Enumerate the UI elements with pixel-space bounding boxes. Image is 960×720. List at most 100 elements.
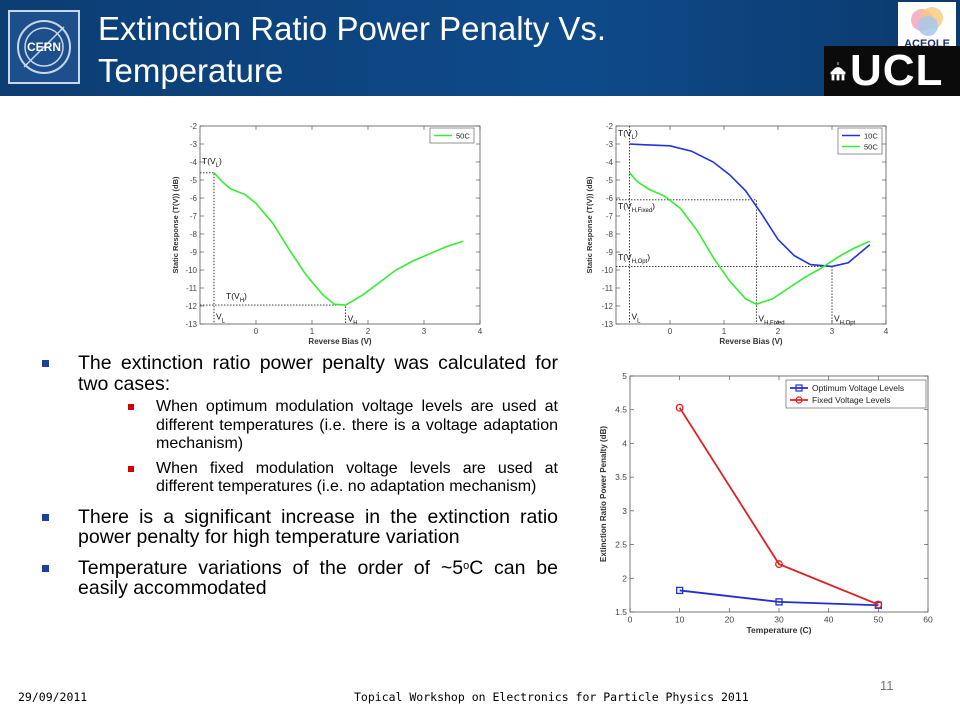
annotation-label: T(VH,Fixed) — [618, 201, 655, 214]
y-tick-label: -13 — [185, 320, 197, 329]
y-axis-label: Extinction Ratio Power Penalty (dB) — [599, 426, 608, 562]
annotation-part: ) — [647, 252, 650, 262]
plot-area — [615, 125, 887, 325]
static-response-10c-50c-chart: -2 -3 -4 -5 -6 -7 -8 -9 -10 -11 -12 -13 0 1 2 3 4 Reverse… — [585, 122, 889, 346]
page-title: Extinction Ratio Power Penalty Vs. Tempe… — [98, 8, 838, 92]
power-penalty-vs-temperature-chart: 1.522.533.544.550 10 20 30 40 50 60Temperature… — [599, 371, 933, 635]
sub-bullet-marker — [128, 404, 134, 410]
annotation-part: V — [758, 313, 764, 323]
annotation-part: ) — [652, 201, 655, 211]
annotation-part: H — [240, 298, 244, 304]
bullet-item: Temperature variations of the order of ~… — [40, 556, 558, 599]
y-tick-label: -5 — [190, 176, 198, 185]
annotation-label: T(VH,Opt) — [618, 252, 650, 265]
x-tick-label: 0 — [628, 615, 633, 625]
ucl-dome-icon — [830, 62, 846, 81]
y-axis-label: Static Response (T(V)) (dB) — [171, 176, 180, 274]
x-tick-label: 2 — [366, 327, 371, 336]
y-tick-label: 2 — [622, 573, 627, 583]
x-axis-label: Temperature (C) — [746, 625, 811, 635]
annotation-part: H,Fixed — [764, 320, 784, 326]
degree-superscript: o — [463, 559, 470, 572]
annotation-part: H,Opt — [632, 259, 648, 265]
ucl-logo-text: UCL — [850, 46, 944, 95]
plot-area — [199, 125, 481, 325]
annotation-label: VH,Fixed — [758, 313, 784, 326]
bullet-text-before: Temperature variations of the order of ~… — [78, 556, 464, 579]
x-tick-label: 4 — [478, 327, 483, 336]
guide-line — [616, 199, 757, 324]
x-tick-label: 50 — [874, 615, 884, 625]
y-tick-label: 1.5 — [615, 607, 627, 617]
title-line-1: Extinction Ratio Power Penalty Vs. — [98, 10, 607, 47]
bullet-item: The extinction ratio power penalty was c… — [40, 353, 558, 497]
y-tick-label: -4 — [190, 158, 198, 167]
y-tick-label: -12 — [601, 302, 613, 311]
x-tick-label: 60 — [923, 615, 933, 625]
static-response-50c-chart: -2 -3 -4 -5 -6 -7 -8 -9 -10 -11 -12 -13 0 1 2 3 4 Reverse… — [171, 122, 483, 346]
plot-area — [629, 375, 929, 613]
bullet-marker — [42, 564, 49, 572]
annotation-part: V — [632, 312, 638, 322]
guide-line — [200, 304, 347, 324]
x-tick-label: 2 — [776, 327, 781, 336]
annotation-part: T(V — [618, 252, 632, 262]
annotation-part: L — [637, 319, 641, 325]
data-point — [676, 586, 684, 595]
annotation-label: VH — [348, 313, 358, 326]
slide-number: 11 — [880, 678, 894, 693]
footer-conference: Topical Workshop on Electronics for Part… — [354, 690, 749, 704]
series-line — [679, 589, 879, 607]
legend-marker — [795, 384, 803, 392]
y-tick-label: -9 — [606, 248, 614, 257]
y-tick-label: 3 — [622, 506, 627, 516]
annotation-part: H — [353, 320, 357, 326]
ucl-logo: UCL — [824, 46, 960, 96]
annotation-part: T(V — [202, 156, 216, 166]
y-tick-label: -8 — [190, 230, 198, 239]
legend-marker — [795, 396, 803, 404]
legend-label: Optimum Voltage Levels — [812, 383, 904, 393]
sub-bullet-text: When fixed modulation voltage levels are… — [156, 459, 558, 496]
x-tick-label: 20 — [725, 615, 735, 625]
y-tick-label: -6 — [606, 194, 614, 203]
legend-box — [785, 379, 927, 409]
data-point — [775, 598, 783, 606]
annotation-part: T(V — [226, 291, 240, 301]
y-tick-label: 5 — [622, 371, 627, 381]
annotation-part: ) — [219, 156, 222, 166]
series-line — [678, 407, 879, 606]
y-tick-label: -4 — [606, 158, 614, 167]
annotation-part: T(V — [618, 128, 632, 138]
legend-label: 50C — [456, 132, 470, 141]
x-tick-label: 1 — [310, 327, 315, 336]
annotation-part: L — [216, 163, 220, 169]
y-tick-label: -11 — [602, 284, 614, 293]
y-tick-label: 3.5 — [615, 472, 627, 482]
y-tick-label: -8 — [606, 230, 614, 239]
series-line — [629, 143, 871, 268]
annotation-part: H,Opt — [840, 320, 856, 326]
y-tick-label: -3 — [190, 140, 198, 149]
annotation-part: L — [632, 135, 636, 141]
x-tick-label: 3 — [422, 327, 427, 336]
series-line — [213, 172, 464, 306]
aceole-logo: ACEOLE — [898, 2, 956, 52]
legend-label: 50C — [864, 143, 878, 152]
y-tick-label: -7 — [190, 212, 198, 221]
y-tick-label: -12 — [185, 302, 197, 311]
y-tick-label: -10 — [185, 266, 197, 275]
title-bar: CERN Extinction Ratio Power Penalty Vs. … — [0, 0, 960, 96]
annotation-part: V — [216, 312, 222, 322]
bullet-item: There is a significant increase in the e… — [40, 505, 558, 548]
annotation-part: H,Fixed — [632, 208, 652, 214]
data-point — [675, 403, 684, 412]
annotation-label: T(VL) — [202, 156, 222, 169]
y-tick-label: -10 — [601, 266, 613, 275]
annotation-part: T(V — [618, 201, 632, 211]
x-tick-label: 0 — [254, 327, 259, 336]
y-tick-label: -5 — [606, 176, 614, 185]
y-tick-label: -9 — [190, 248, 198, 257]
bullet-text: There is a significant increase in the e… — [78, 505, 558, 548]
x-tick-label: 3 — [830, 327, 835, 336]
